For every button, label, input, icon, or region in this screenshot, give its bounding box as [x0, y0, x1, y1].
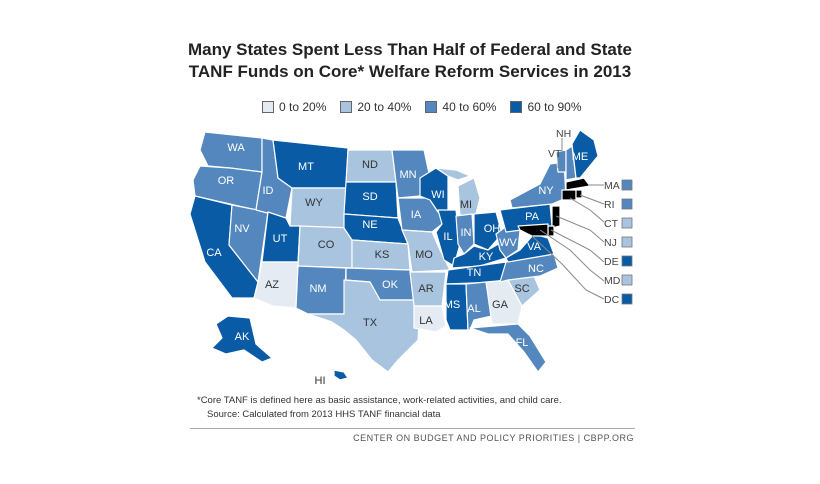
- state-VA: [505, 233, 555, 263]
- state-MI: [457, 177, 481, 217]
- state-label-nd: ND: [362, 159, 378, 171]
- footnote-definition: *Core TANF is defined here as basic assi…: [197, 395, 562, 406]
- small-states-legend: MA RI CT NJ DE MD DC: [604, 179, 633, 306]
- state-label-ny: NY: [538, 185, 554, 197]
- state-MA: [565, 177, 591, 191]
- state-label-wy: WY: [305, 197, 323, 209]
- state-label-or: OR: [218, 175, 235, 187]
- legend-item-60-90: 60 to 90%: [510, 100, 582, 114]
- label-VT: VT: [548, 148, 562, 160]
- legend-item-0-20: 0 to 20%: [262, 100, 326, 114]
- state-label-ok: OK: [382, 279, 399, 291]
- legend-label: 20 to 40%: [357, 100, 412, 114]
- label-NH: NH: [556, 128, 571, 140]
- small-state-label: MD: [604, 275, 621, 287]
- state-label-id: ID: [263, 185, 274, 197]
- footnote-source: Source: Calculated from 2013 HHS TANF fi…: [207, 409, 441, 420]
- state-IN: [455, 213, 475, 255]
- state-label-ak: AK: [235, 331, 250, 343]
- state-label-me: ME: [572, 151, 589, 163]
- map-title-line-1: Many States Spent Less Than Half of Fede…: [188, 40, 632, 59]
- state-label-pa: PA: [525, 211, 540, 223]
- state-NY: [509, 161, 567, 209]
- state-label-ar: AR: [418, 283, 433, 295]
- legend-swatch: [425, 101, 438, 113]
- small-state-swatch: [621, 293, 633, 305]
- legend-swatch: [340, 101, 353, 113]
- state-ME: [571, 129, 599, 179]
- state-TX: [307, 279, 421, 373]
- state-label-ky: KY: [479, 251, 494, 263]
- callout-lines: [531, 138, 605, 300]
- small-state-label: DE: [604, 256, 619, 268]
- state-MS: [445, 283, 469, 331]
- small-state-swatch: [621, 236, 633, 248]
- state-NJ: [551, 205, 561, 229]
- small-state-label: DC: [604, 294, 620, 306]
- state-AK: [211, 315, 273, 363]
- state-label-ia: IA: [411, 209, 422, 221]
- state-OH: [473, 211, 503, 251]
- state-label-mi: MI: [460, 199, 472, 211]
- small-state-swatch: [621, 274, 633, 286]
- state-label-la: LA: [419, 315, 433, 327]
- state-label-wv: WV: [499, 237, 517, 249]
- state-label-al: AL: [467, 303, 480, 315]
- small-state-label: RI: [604, 199, 615, 211]
- state-label-mt: MT: [298, 161, 314, 173]
- legend-label: 0 to 20%: [279, 100, 327, 114]
- state-label-tn: TN: [467, 267, 482, 279]
- small-state-label: MA: [604, 180, 620, 192]
- state-label-ca: CA: [206, 247, 222, 259]
- state-label-co: CO: [318, 239, 335, 251]
- map-title-line-2: TANF Funds on Core* Welfare Reform Servi…: [188, 62, 632, 81]
- legend-item-40-60: 40 to 60%: [425, 100, 496, 114]
- state-label-ne: NE: [362, 219, 377, 231]
- state-label-wa: WA: [227, 142, 245, 154]
- state-labels: WA OR CA NV ID MT WY UT AZ CO NM ND SD NE KS OK TX MN IA MO…: [206, 142, 588, 387]
- legend-item-20-40: 20 to 40%: [340, 100, 411, 114]
- state-MD: [517, 223, 549, 237]
- state-label-ga: GA: [492, 299, 509, 311]
- state-label-nv: NV: [234, 223, 250, 235]
- state-label-hi: HI: [315, 375, 326, 387]
- small-state-label: CT: [604, 218, 619, 230]
- small-state-swatch: [621, 198, 633, 210]
- state-label-sc: SC: [514, 283, 529, 295]
- legend: 0 to 20% 20 to 40% 40 to 60% 60 to 90%: [262, 100, 582, 114]
- state-MI-UP: [435, 167, 471, 181]
- legend-swatch: [262, 101, 274, 113]
- small-state-swatch: [621, 255, 633, 267]
- divider: [190, 428, 635, 429]
- state-label-fl: FL: [516, 337, 529, 349]
- state-FL: [469, 323, 547, 373]
- state-label-nm: NM: [309, 283, 326, 295]
- state-label-ut: UT: [273, 233, 288, 245]
- state-label-nc: NC: [528, 263, 544, 275]
- small-state-swatch: [621, 217, 633, 229]
- state-CT: [561, 189, 577, 201]
- state-label-az: AZ: [265, 279, 279, 291]
- state-label-ks: KS: [375, 249, 390, 261]
- state-label-oh: OH: [484, 223, 501, 235]
- state-label-va: VA: [527, 241, 542, 253]
- state-label-ms: MS: [444, 299, 461, 311]
- state-label-il: IL: [443, 231, 452, 243]
- legend-label: 60 to 90%: [527, 100, 582, 114]
- state-label-sd: SD: [362, 191, 377, 203]
- state-label-mo: MO: [415, 249, 433, 261]
- legend-label: 40 to 60%: [442, 100, 497, 114]
- credit-line: CENTER ON BUDGET AND POLICY PRIORITIES |…: [353, 433, 634, 443]
- state-label-in: IN: [461, 227, 472, 239]
- state-label-wi: WI: [431, 189, 444, 201]
- small-state-label: NJ: [604, 237, 617, 249]
- small-state-swatch: [621, 179, 633, 191]
- legend-swatch: [510, 101, 523, 113]
- state-RI: [575, 189, 583, 199]
- state-label-mn: MN: [399, 169, 416, 181]
- state-HI: [333, 369, 349, 381]
- state-LA: [413, 305, 447, 333]
- state-label-tx: TX: [363, 317, 378, 329]
